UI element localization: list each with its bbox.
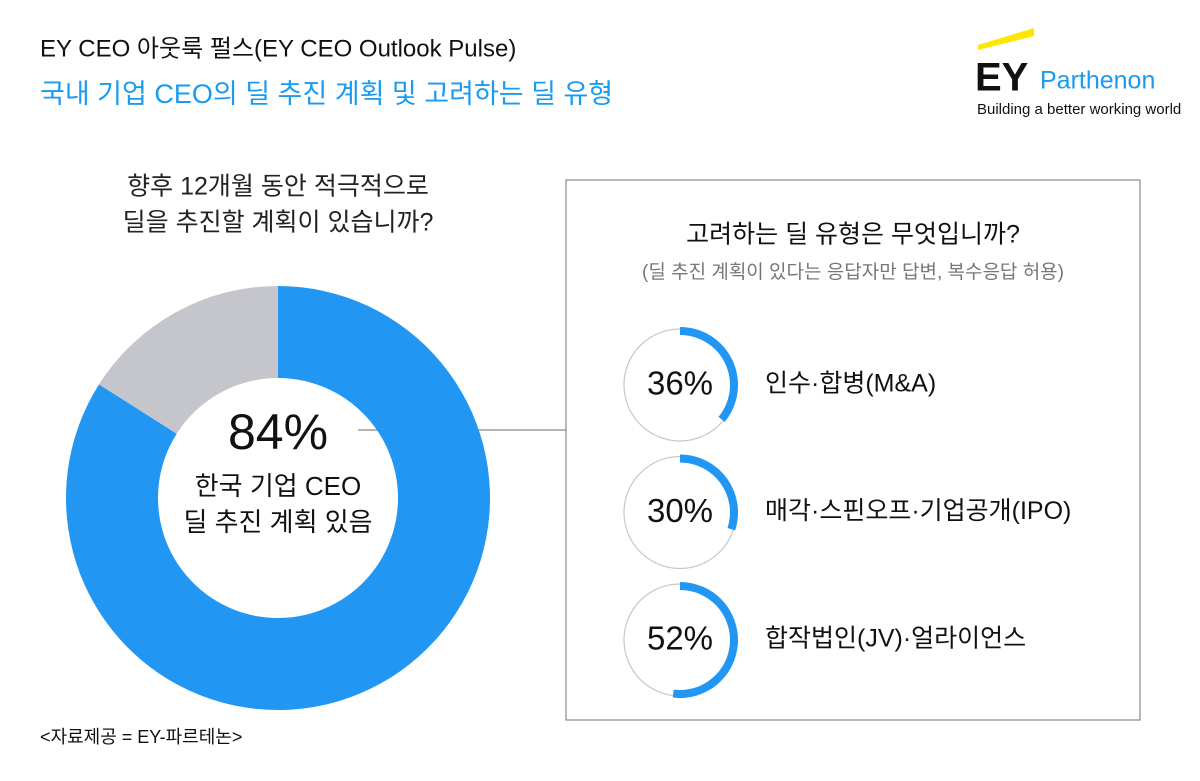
donut-center-text: 딜 추진 계획 있음 — [183, 507, 372, 537]
donut-value-label: 84% — [228, 404, 328, 460]
ring-value-label: 52% — [647, 620, 713, 657]
logo-tagline: Building a better working world — [977, 101, 1181, 118]
ring-arc — [672, 582, 738, 698]
donut-segment — [99, 286, 279, 434]
ring-category: 합작법인(JV)·얼라이언스 — [765, 625, 1026, 653]
ring-arc — [680, 454, 738, 531]
panel-subtitle: (딜 추진 계획이 있다는 응답자만 답변, 복수응답 허용) — [642, 261, 1064, 283]
logo-name: Parthenon — [1040, 67, 1155, 95]
donut-segment — [65, 286, 491, 710]
ring-value-label: 30% — [647, 492, 713, 529]
donut-center-text: 한국 기업 CEO — [195, 471, 361, 501]
panel-frame — [565, 179, 1141, 721]
ring-value-label: 36% — [647, 365, 713, 402]
ring-arc — [680, 327, 738, 422]
donut-title: 딜을 추진할 계획이 있습니까? — [123, 209, 434, 237]
footer: <자료제공 = EY-파르테논> — [40, 727, 242, 747]
ring-category: 인수·합병(M&A) — [765, 370, 936, 398]
ring-category: 매각·스핀오프·기업공개(IPO) — [765, 497, 1071, 525]
page-title: EY CEO 아웃룩 펄스(EY CEO Outlook Pulse) — [40, 35, 516, 62]
donut-title: 향후 12개월 동안 적극적으로 — [127, 173, 429, 201]
page-subtitle: 국내 기업 CEO의 딜 추진 계획 및 고려하는 딜 유형 — [40, 79, 613, 109]
logo-slash — [978, 28, 1034, 50]
panel-title: 고려하는 딜 유형은 무엇입니까? — [686, 221, 1020, 249]
logo-brand: EY — [975, 56, 1029, 100]
